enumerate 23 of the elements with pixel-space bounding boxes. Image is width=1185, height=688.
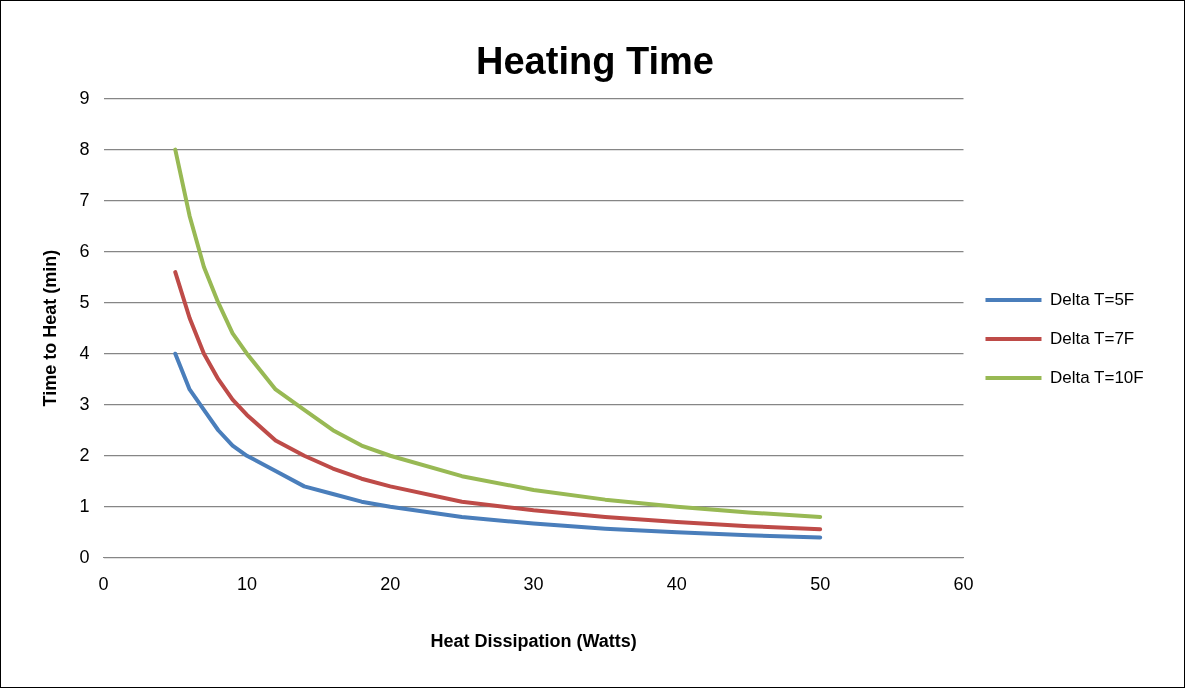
legend-label: Delta T=10F [1049,367,1144,387]
x-tick-label: 0 [98,573,109,594]
x-tick-label: 50 [810,573,831,594]
legend-label: Delta T=7F [1049,328,1135,348]
x-tick-label: 60 [953,573,974,594]
y-tick-label: 3 [79,393,90,414]
x-tick-label: 40 [666,573,687,594]
y-tick-label: 1 [79,495,90,516]
y-tick-label: 4 [79,342,90,363]
x-axis-title: Heat Dissipation (Watts) [430,631,637,652]
y-tick-label: 6 [79,240,90,261]
y-tick-label: 9 [79,87,90,108]
legend-label: Delta T=5F [1049,289,1135,309]
x-tick-label: 10 [236,573,257,594]
y-tick-label: 5 [79,291,90,312]
y-tick-label: 8 [79,138,90,159]
chart-title: Heating Time [476,40,714,83]
y-tick-label: 7 [79,189,90,210]
y-tick-label: 0 [79,546,90,567]
x-tick-label: 20 [380,573,401,594]
y-tick-label: 2 [79,444,90,465]
x-tick-label: 30 [523,573,544,594]
y-axis-title: Time to Heat (min) [39,249,60,407]
